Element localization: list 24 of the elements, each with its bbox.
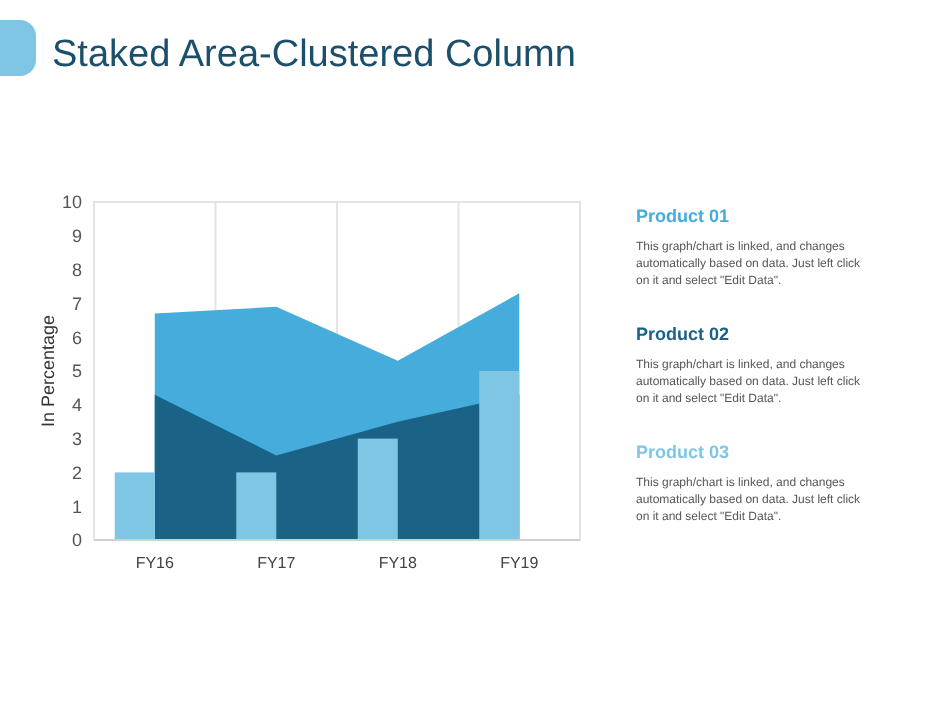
chart-title: Staked Area-Clustered Column bbox=[52, 34, 576, 76]
y-tick-label: 4 bbox=[71, 395, 82, 416]
y-tick-label: 0 bbox=[71, 530, 82, 551]
y-axis-title: In Percentage bbox=[38, 314, 58, 428]
y-tick-label: 7 bbox=[71, 293, 82, 314]
text: Product 03 bbox=[636, 442, 730, 462]
bar bbox=[114, 472, 155, 540]
x-tick-label: FY16 bbox=[135, 554, 175, 572]
x-tick-label: FY17 bbox=[257, 554, 297, 572]
y-tick-label: 10 bbox=[61, 192, 82, 213]
y-tick-label: 5 bbox=[71, 361, 82, 382]
x-tick-label: FY19 bbox=[500, 554, 540, 572]
x-tick-label: FY18 bbox=[378, 554, 418, 572]
y-tick-label: 2 bbox=[71, 462, 82, 483]
y-tick-label: 1 bbox=[71, 496, 82, 517]
text: Product 01 bbox=[636, 206, 730, 226]
bar bbox=[479, 371, 520, 540]
y-tick-label: 3 bbox=[71, 428, 82, 449]
y-tick-label: 6 bbox=[71, 327, 82, 348]
y-tick-label: 9 bbox=[71, 226, 82, 247]
y-tick-label: 8 bbox=[71, 259, 82, 280]
text: Product 02 bbox=[636, 324, 730, 344]
bar bbox=[357, 438, 398, 540]
bar bbox=[236, 472, 277, 540]
